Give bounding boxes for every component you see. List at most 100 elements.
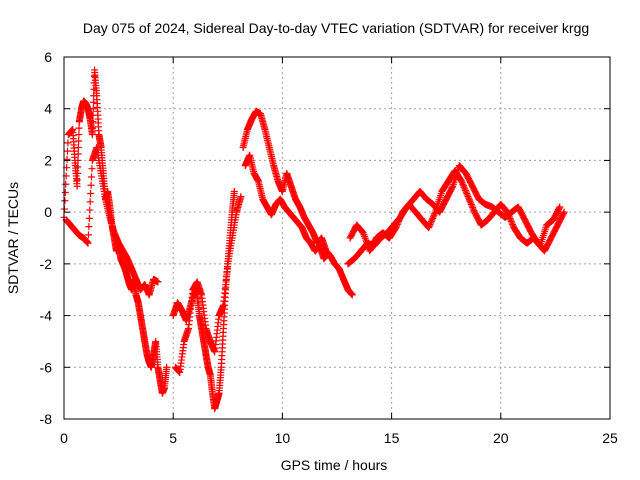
data-point-interpolated (428, 216, 436, 224)
data-point (556, 203, 564, 211)
data-point-interpolated (431, 210, 439, 218)
data-point-interpolated (461, 186, 469, 194)
data-point-interpolated (63, 147, 71, 155)
data-point-interpolated (469, 205, 477, 213)
data-point-interpolated (559, 209, 567, 217)
series-pass-4 (171, 193, 245, 376)
data-point-interpolated (467, 200, 475, 208)
data-point-interpolated (88, 165, 96, 173)
data-point-interpolated (62, 180, 70, 188)
data-point-interpolated (459, 182, 467, 190)
x-tick-label: 15 (384, 430, 400, 446)
data-point-interpolated (87, 190, 95, 198)
data-point-interpolated (466, 197, 474, 205)
y-tick-label: -2 (40, 256, 53, 272)
series-pass-3 (169, 187, 238, 413)
data-point (503, 208, 511, 216)
data-point-interpolated (89, 118, 97, 126)
data-point-interpolated (74, 150, 82, 158)
x-tick-label: 10 (275, 430, 291, 446)
data-point-interpolated (555, 204, 563, 212)
data-point-interpolated (506, 214, 514, 222)
data-point-interpolated (89, 105, 97, 113)
data-point-interpolated (509, 221, 517, 229)
series-pass-8 (346, 167, 564, 255)
data-point-interpolated (425, 222, 433, 230)
data-point (457, 177, 465, 185)
data-point-interpolated (75, 124, 83, 132)
data-point (163, 363, 171, 371)
data-point-interpolated (61, 188, 69, 196)
x-tick-label: 0 (60, 430, 68, 446)
data-point-interpolated (461, 185, 469, 193)
grid (64, 57, 610, 419)
data-point-interpolated (74, 144, 82, 151)
data-point (464, 193, 472, 201)
data-point-interpolated (64, 139, 72, 147)
data-point-interpolated (74, 156, 82, 164)
data-point-interpolated (430, 211, 438, 219)
data-point-interpolated (465, 196, 473, 204)
chart-title: Day 075 of 2024, Sidereal Day-to-day VTE… (83, 20, 589, 36)
data-point (392, 224, 400, 232)
data-point-interpolated (467, 199, 475, 207)
data-point-interpolated (63, 155, 71, 163)
data-point-interpolated (395, 216, 403, 224)
y-tick-label: -8 (40, 411, 53, 427)
data-point (73, 182, 81, 190)
data-point-interpolated (396, 214, 404, 222)
data-point (88, 131, 96, 139)
plot-frame (63, 56, 611, 420)
data-layer (60, 66, 568, 413)
x-axis-label: GPS time / hours (281, 457, 388, 473)
data-point-interpolated (507, 217, 515, 225)
data-point-interpolated (397, 213, 405, 221)
data-point-interpolated (468, 202, 476, 210)
y-tick-label: 6 (44, 49, 52, 65)
data-point-interpolated (460, 183, 468, 191)
y-tick-label: -4 (40, 308, 53, 324)
data-point-interpolated (462, 188, 470, 196)
data-point-interpolated (86, 198, 94, 206)
data-point-interpolated (87, 181, 95, 189)
data-point-interpolated (74, 163, 82, 171)
data-point-interpolated (505, 211, 513, 219)
data-point-interpolated (88, 173, 96, 181)
data-point-interpolated (429, 214, 437, 222)
y-tick-label: 4 (44, 101, 52, 117)
data-point (230, 187, 238, 195)
data-point-interpolated (504, 210, 512, 218)
data-point-interpolated (448, 184, 456, 192)
data-point-interpolated (394, 219, 402, 227)
y-tick-label: -6 (40, 359, 53, 375)
series-pass-6 (241, 151, 332, 263)
data-point-interpolated (84, 231, 92, 239)
data-point-interpolated (429, 213, 437, 221)
series-pass-2 (62, 144, 162, 299)
data-point-interpolated (427, 217, 435, 225)
data-point-interpolated (73, 176, 81, 184)
y-tick-label: 2 (44, 152, 52, 168)
data-point-interpolated (89, 124, 97, 132)
data-point (324, 250, 332, 258)
data-point-interpolated (463, 191, 471, 199)
data-point-interpolated (505, 213, 513, 221)
data-point-interpolated (393, 222, 401, 230)
data-point-interpolated (459, 180, 467, 188)
x-tick-label: 25 (602, 430, 618, 446)
data-point-interpolated (465, 194, 473, 202)
data-point-interpolated (426, 221, 434, 229)
data-point-interpolated (427, 219, 435, 227)
y-axis-label: SDTVAR / TECUs (5, 182, 21, 294)
data-point-interpolated (393, 221, 401, 229)
data-point-interpolated (507, 216, 515, 224)
x-tick-label: 20 (493, 430, 509, 446)
data-point (84, 239, 92, 247)
data-point-interpolated (85, 223, 93, 231)
data-point-interpolated (469, 203, 477, 211)
data-point-interpolated (75, 131, 83, 139)
y-tick-label: 0 (44, 204, 52, 220)
data-point-interpolated (458, 179, 466, 187)
data-point (154, 278, 162, 286)
